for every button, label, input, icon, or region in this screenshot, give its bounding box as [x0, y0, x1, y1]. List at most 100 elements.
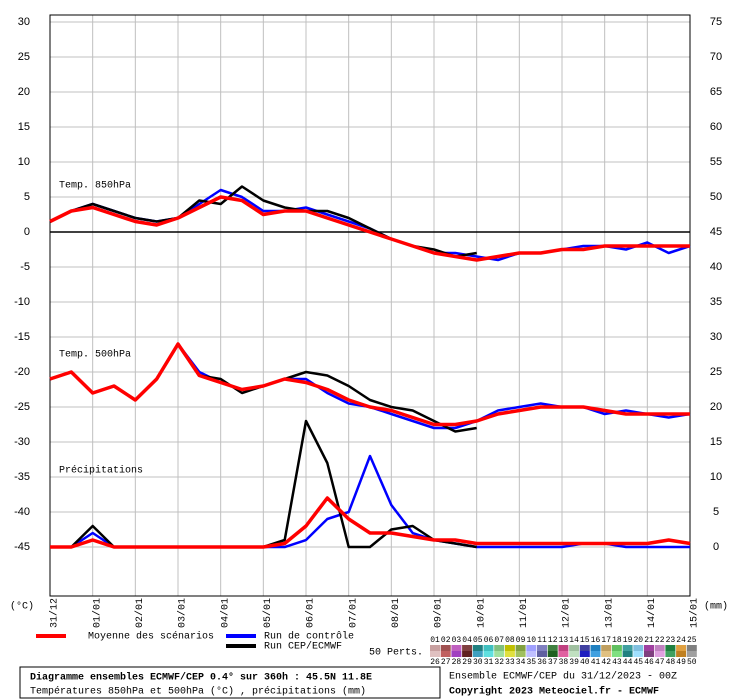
x-tick-label: 02/01 — [134, 598, 146, 628]
y-tick-label: -15 — [14, 331, 30, 343]
perturbation-label: 47 — [655, 658, 665, 667]
perturbation-swatch — [590, 651, 601, 657]
panel-label: Précipitations — [59, 465, 143, 477]
perturbation-swatch — [622, 645, 633, 651]
perturbation-label: 12 — [548, 636, 558, 645]
perturbation-swatch — [462, 651, 473, 657]
perturbation-swatch — [537, 651, 547, 657]
perturbation-label: 08 — [505, 636, 515, 645]
panel-label: Temp. 500hPa — [59, 349, 131, 361]
perturbation-swatch — [633, 645, 644, 651]
x-tick-label: 06/01 — [305, 598, 317, 628]
perturbation-label: 16 — [591, 636, 601, 645]
perturbation-swatch — [451, 651, 462, 657]
y2-tick-label: 40 — [710, 261, 722, 273]
y2-tick-label: 70 — [710, 51, 722, 63]
perturbation-label: 32 — [494, 658, 504, 667]
footer-box — [19, 666, 441, 699]
perturbation-label: 26 — [430, 658, 440, 667]
x-tick-label: 12/01 — [561, 598, 573, 628]
perturbation-swatch — [483, 645, 494, 651]
perturbation-swatch — [633, 651, 644, 657]
x-tick-label: 10/01 — [475, 598, 487, 628]
perturbation-label: 30 — [473, 658, 483, 667]
y-tick-label: -25 — [14, 401, 30, 413]
y-tick-label: 25 — [18, 51, 30, 63]
perturbation-swatch — [494, 651, 505, 657]
y-tick-label: -30 — [14, 436, 30, 448]
perturbation-label: 04 — [462, 636, 472, 645]
y2-tick-label: 55 — [710, 156, 722, 168]
perturbation-label: 34 — [516, 658, 526, 667]
perturbation-swatch — [547, 645, 558, 651]
y2-tick-label: 10 — [710, 471, 722, 483]
perturbation-swatch — [526, 645, 537, 651]
perturbation-swatch — [569, 651, 580, 657]
perturbation-swatch — [472, 645, 483, 651]
perturbation-label: 46 — [644, 658, 654, 667]
y-tick-label: 0 — [24, 226, 30, 238]
perturbation-label: 11 — [537, 636, 547, 645]
perturbation-label: 10 — [526, 636, 536, 645]
y-tick-label: 30 — [18, 16, 30, 28]
perturbation-swatch — [494, 645, 505, 651]
perturbation-swatch — [430, 651, 440, 657]
y2-tick-label: 30 — [710, 331, 722, 343]
y2-tick-label: 35 — [710, 296, 722, 308]
perturbation-swatch — [504, 645, 515, 651]
perturbation-swatch — [676, 645, 687, 651]
perturbation-swatch — [665, 651, 676, 657]
perturbation-swatch — [644, 645, 654, 651]
footer-run: Ensemble ECMWF/CEP du 31/12/2023 - 00Z — [449, 671, 677, 683]
y2-tick-label: 20 — [710, 401, 722, 413]
y-tick-label: -5 — [20, 261, 30, 273]
x-tick-label: 04/01 — [219, 598, 231, 628]
y-tick-label: 15 — [18, 121, 30, 133]
perturbation-swatch — [515, 645, 526, 651]
perturbation-swatch — [515, 651, 526, 657]
x-tick-label: 03/01 — [177, 598, 189, 628]
perturbation-label: 40 — [580, 658, 590, 667]
perturbation-label: 14 — [569, 636, 579, 645]
series-line — [49, 195, 690, 262]
perturbation-swatch — [676, 651, 687, 657]
y-tick-label: -35 — [14, 471, 30, 483]
perturbation-label: 23 — [666, 636, 676, 645]
perturbation-label: 21 — [644, 636, 654, 645]
perturbation-label: 07 — [494, 636, 504, 645]
y-tick-label: -10 — [14, 296, 30, 308]
perturbation-swatch — [483, 651, 494, 657]
perturbation-swatch — [579, 651, 590, 657]
perturbation-label: 39 — [569, 658, 579, 667]
perturbation-label: 31 — [484, 658, 494, 667]
legend-label: Run CEP/ECMWF — [264, 641, 342, 653]
y-tick-label: 10 — [18, 156, 30, 168]
perturbation-label: 41 — [591, 658, 601, 667]
perturbation-label: 01 — [430, 636, 440, 645]
perturbation-swatch — [504, 651, 515, 657]
y-tick-label: 5 — [24, 191, 30, 203]
perturbation-swatch — [472, 651, 483, 657]
perturbation-swatch — [644, 651, 654, 657]
perturbation-swatch — [622, 651, 633, 657]
perturbation-label: 24 — [676, 636, 686, 645]
perturbation-label: 48 — [666, 658, 676, 667]
perturbation-label: 49 — [676, 658, 686, 667]
perturbation-label: 06 — [484, 636, 494, 645]
series-line — [50, 496, 691, 549]
perturbation-label: 25 — [687, 636, 697, 645]
y-tick-label: 20 — [18, 86, 30, 98]
perturbation-label: 37 — [548, 658, 558, 667]
panel-label: Temp. 850hPa — [59, 180, 131, 192]
perturbation-label: 17 — [601, 636, 611, 645]
perturbations-label: 50 Perts. — [369, 648, 423, 659]
perturbation-label: 05 — [473, 636, 483, 645]
y2-tick-label: 0 — [713, 541, 719, 553]
perturbation-label: 27 — [441, 658, 451, 667]
y2-tick-label: 5 — [713, 506, 719, 518]
perturbation-label: 18 — [612, 636, 622, 645]
series-line — [49, 342, 690, 427]
perturbation-swatch — [440, 651, 451, 657]
